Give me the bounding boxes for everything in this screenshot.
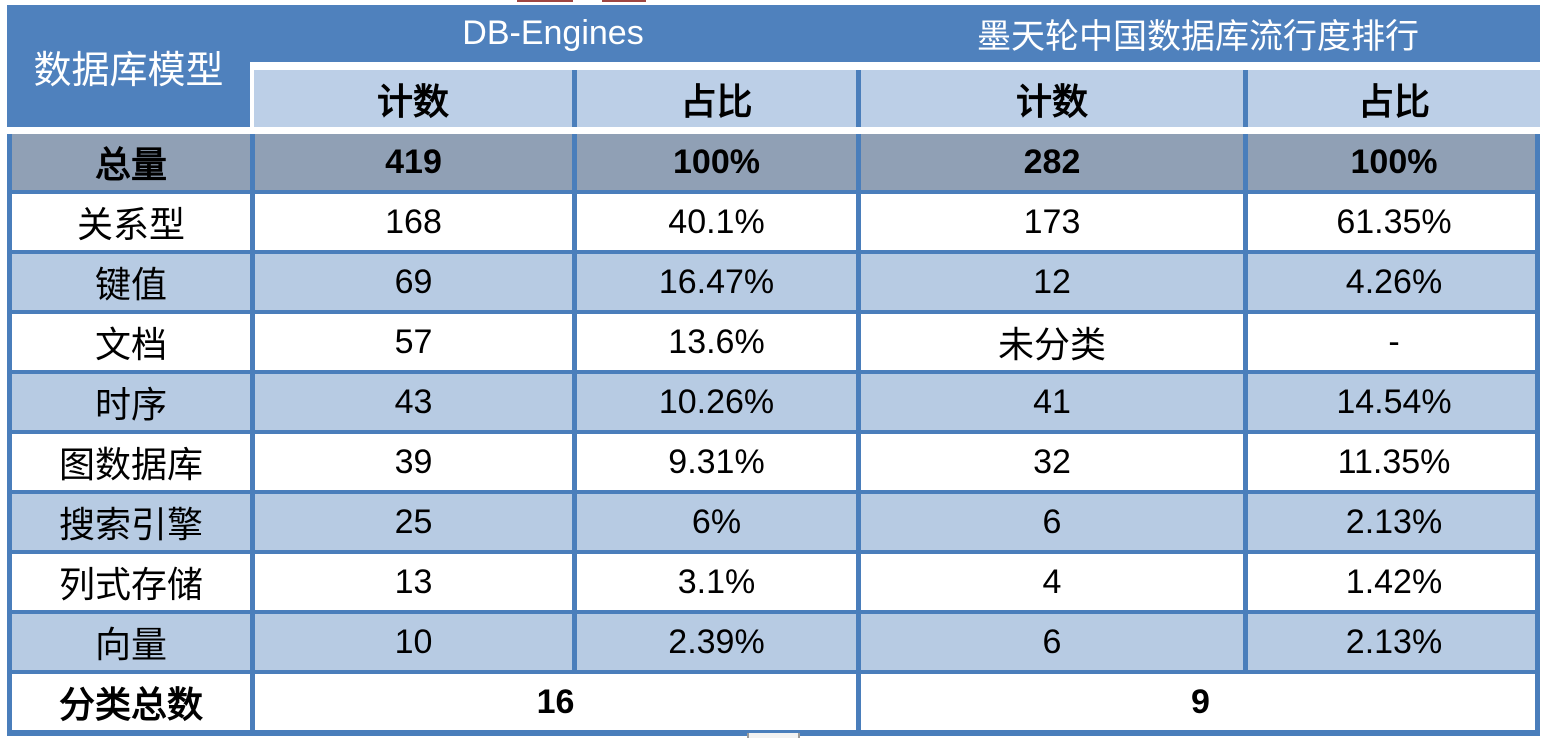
row-label: 时序 (7, 374, 250, 430)
artifact-red-line (517, 0, 573, 2)
cell-mtl-count: 12 (856, 254, 1243, 310)
cell-dbe-share: 2.39% (572, 614, 856, 670)
header-body-gap (7, 127, 1540, 134)
cell-dbe-share: 16.47% (572, 254, 856, 310)
table-row-total: 总量 419 100% 282 100% (7, 134, 1540, 190)
cell-mtl-share: 1.42% (1243, 554, 1540, 610)
comparison-table: 数据库模型 DB-Engines 墨天轮中国数据库流行度排行 计数 占比 计数 … (7, 5, 1540, 736)
row-label: 总量 (7, 134, 250, 190)
cell-mtl-count: 未分类 (856, 314, 1243, 370)
cell-mtl-count: 173 (856, 194, 1243, 250)
cell-mtl-share: 2.13% (1243, 614, 1540, 670)
cell-dbe-share: 3.1% (572, 554, 856, 610)
table-header: 数据库模型 DB-Engines 墨天轮中国数据库流行度排行 计数 占比 计数 … (7, 5, 1540, 127)
cell-dbe-count: 10 (250, 614, 572, 670)
row-label: 分类总数 (7, 674, 250, 730)
row-label: 向量 (7, 614, 250, 670)
table-row: 关系型 168 40.1% 173 61.35% (7, 190, 1540, 250)
cell-mtl-share: 4.26% (1243, 254, 1540, 310)
cell-dbe-count: 168 (250, 194, 572, 250)
cell-dbe-share: 9.31% (572, 434, 856, 490)
row-label: 关系型 (7, 194, 250, 250)
table-row: 列式存储 13 3.1% 4 1.42% (7, 550, 1540, 610)
subheader-mtl-share: 占比 (1243, 70, 1540, 127)
cell-mtl-count: 4 (856, 554, 1243, 610)
cell-mtl-count: 282 (856, 134, 1243, 190)
cell-mtl-share: 11.35% (1243, 434, 1540, 490)
table-row: 时序 43 10.26% 41 14.54% (7, 370, 1540, 430)
horizontal-scrollbar-thumb[interactable] (747, 733, 800, 738)
cell-dbe-count: 69 (250, 254, 572, 310)
cell-mtl-count: 41 (856, 374, 1243, 430)
cell-mtl-count: 32 (856, 434, 1243, 490)
cell-mtl-count: 6 (856, 614, 1243, 670)
cell-mtl-share: 61.35% (1243, 194, 1540, 250)
corner-header: 数据库模型 (7, 5, 250, 127)
header-right: DB-Engines 墨天轮中国数据库流行度排行 计数 占比 计数 占比 (250, 5, 1540, 127)
cell-dbe-count: 25 (250, 494, 572, 550)
row-label: 文档 (7, 314, 250, 370)
cell-mtl-count: 6 (856, 494, 1243, 550)
group-header-motianlun: 墨天轮中国数据库流行度排行 (977, 19, 1419, 56)
cell-dbe-count: 39 (250, 434, 572, 490)
row-label: 图数据库 (7, 434, 250, 490)
row-label: 搜索引擎 (7, 494, 250, 550)
cell-dbe-share: 13.6% (572, 314, 856, 370)
subheader-dbe-share: 占比 (572, 70, 856, 127)
table-row: 图数据库 39 9.31% 32 11.35% (7, 430, 1540, 490)
subheader-mtl-count: 计数 (856, 70, 1243, 127)
table-row: 文档 57 13.6% 未分类 - (7, 310, 1540, 370)
subheader-row: 计数 占比 计数 占比 (250, 70, 1540, 127)
cell-mtl-share: 14.54% (1243, 374, 1540, 430)
cell-dbe-share: 10.26% (572, 374, 856, 430)
cell-mtl-share: 2.13% (1243, 494, 1540, 550)
table-row: 搜索引擎 25 6% 6 2.13% (7, 490, 1540, 550)
table-row-category-total: 分类总数 16 9 (7, 670, 1540, 736)
cell-dbe-count: 57 (250, 314, 572, 370)
row-label: 列式存储 (7, 554, 250, 610)
cell-mtl-share: 100% (1243, 134, 1540, 190)
cell-mtl-category-total: 9 (856, 674, 1540, 730)
group-header-band: DB-Engines 墨天轮中国数据库流行度排行 (250, 5, 1540, 62)
artifact-red-line (602, 0, 646, 2)
cell-dbe-share: 6% (572, 494, 856, 550)
table-row: 键值 69 16.47% 12 4.26% (7, 250, 1540, 310)
group-header-db-engines: DB-Engines (462, 14, 644, 52)
cell-dbe-share: 100% (572, 134, 856, 190)
subheader-dbe-count: 计数 (250, 70, 572, 127)
row-label: 键值 (7, 254, 250, 310)
cell-dbe-share: 40.1% (572, 194, 856, 250)
cell-dbe-count: 419 (250, 134, 572, 190)
cell-dbe-category-total: 16 (250, 674, 856, 730)
cell-mtl-share: - (1243, 314, 1540, 370)
header-gap (250, 62, 1540, 70)
cell-dbe-count: 43 (250, 374, 572, 430)
cell-dbe-count: 13 (250, 554, 572, 610)
table-row: 向量 10 2.39% 6 2.13% (7, 610, 1540, 670)
